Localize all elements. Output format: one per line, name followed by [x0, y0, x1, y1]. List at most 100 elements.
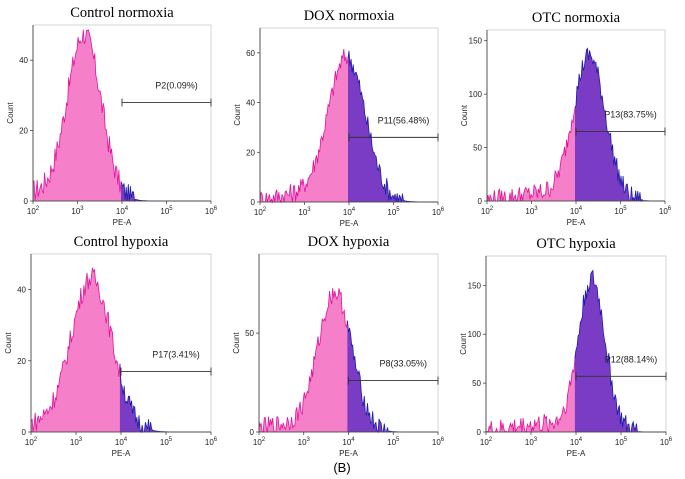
- gate-label: P17(3.41%): [152, 349, 200, 359]
- histogram-area-ungated: [487, 105, 576, 201]
- histogram-outline-ungated: [258, 288, 349, 433]
- figure-label: (B): [333, 460, 350, 475]
- x-tick-label: 102: [253, 437, 266, 447]
- histogram-panel-6: OTC hypoxia 102 103 104 105 106 PE-A 0 50 100 150 C…: [459, 236, 673, 458]
- x-tick-label: 104: [342, 437, 355, 447]
- gate-label: P12(88.14%): [605, 354, 658, 364]
- y-tick-label: 60: [246, 49, 255, 58]
- histogram-area-gated: [121, 181, 211, 201]
- y-tick-label: 100: [468, 330, 482, 339]
- y-tick-label: 150: [468, 281, 482, 290]
- x-tick-label: 105: [160, 206, 173, 216]
- x-tick-label: 106: [432, 437, 445, 447]
- panel-title: OTC normoxia: [532, 10, 621, 26]
- y-axis-label: Count: [232, 332, 241, 354]
- x-axis-label: PE-A: [567, 449, 586, 458]
- x-tick-label: 106: [660, 437, 673, 447]
- x-tick-label: 102: [481, 206, 494, 216]
- x-tick-label: 102: [25, 437, 38, 447]
- histogram-area-gated: [347, 320, 438, 432]
- y-tick-label: 20: [246, 148, 255, 157]
- histogram-area-ungated: [259, 288, 349, 432]
- x-tick-label: 106: [659, 206, 672, 216]
- y-tick-label: 100: [469, 90, 483, 99]
- y-axis-label: Count: [233, 104, 242, 126]
- histogram-outline-ungated: [259, 48, 350, 204]
- y-tick-label: 50: [245, 329, 254, 338]
- x-tick-label: 103: [525, 437, 538, 447]
- y-tick-label: 40: [246, 99, 255, 108]
- y-axis-label: Count: [459, 333, 468, 355]
- histogram-panel-5: DOX hypoxia 102 103 104 105 106 PE-A 0 50 Count P8…: [232, 234, 445, 458]
- x-tick-label: 105: [615, 437, 628, 447]
- x-tick-label: 105: [387, 437, 400, 447]
- y-tick-label: 0: [478, 197, 483, 206]
- x-tick-label: 105: [614, 206, 627, 216]
- x-tick-label: 104: [570, 206, 583, 216]
- y-tick-label: 50: [472, 379, 481, 388]
- histogram-outline-ungated: [485, 349, 577, 433]
- histogram-area-gated: [574, 270, 666, 432]
- x-tick-label: 104: [570, 437, 583, 447]
- panel-title: OTC hypoxia: [536, 236, 616, 252]
- histogram-outline-gated: [120, 181, 211, 203]
- y-tick-label: 0: [477, 428, 482, 437]
- y-axis-label: Count: [460, 104, 469, 126]
- histogram-panel-2: DOX normoxia 102 103 104 105 106 PE-A 0 20 40 60 Co…: [233, 8, 445, 228]
- panel-title: DOX normoxia: [304, 8, 395, 24]
- x-axis-label: PE-A: [339, 449, 358, 458]
- panel-title: DOX hypoxia: [308, 234, 390, 250]
- y-axis-label: Count: [4, 332, 13, 354]
- y-tick-label: 0: [250, 428, 255, 437]
- histogram-area-ungated: [31, 267, 121, 432]
- x-tick-label: 102: [480, 437, 493, 447]
- histogram-area-ungated: [33, 29, 122, 202]
- histogram-panel-1: Control normoxia 102 103 104 105 106 PE-A 0 20 40…: [6, 5, 218, 227]
- y-tick-label: 20: [17, 357, 26, 366]
- y-tick-label: 40: [19, 56, 28, 65]
- gate-label: P13(83.75%): [604, 110, 657, 120]
- histogram-outline-ungated: [32, 29, 123, 201]
- x-tick-label: 103: [71, 206, 84, 216]
- histogram-area-ungated: [260, 49, 349, 202]
- x-tick-label: 102: [27, 206, 40, 216]
- histogram-area-gated: [348, 50, 438, 203]
- gate-label: P11(56.48%): [378, 115, 430, 125]
- histogram-outline-ungated: [30, 267, 122, 433]
- y-tick-label: 20: [19, 127, 28, 136]
- x-tick-label: 105: [160, 437, 173, 447]
- histogram-area-gated: [575, 48, 665, 202]
- x-axis-label: PE-A: [113, 218, 132, 227]
- x-tick-label: 106: [205, 206, 218, 216]
- histogram-panel-3: OTC normoxia 102 103 104 105 106 PE-A 0 50 100 150…: [460, 10, 672, 227]
- y-tick-label: 0: [22, 428, 27, 437]
- x-tick-label: 105: [387, 207, 400, 217]
- y-tick-label: 0: [24, 197, 29, 206]
- x-tick-label: 103: [525, 206, 538, 216]
- gate-label: P8(33.05%): [379, 359, 427, 369]
- histogram-area-gated: [119, 363, 211, 432]
- x-axis-label: PE-A: [340, 219, 359, 228]
- x-tick-label: 104: [115, 437, 128, 447]
- y-axis-label: Count: [6, 102, 15, 124]
- y-tick-label: 50: [473, 144, 482, 153]
- histogram-panel-4: Control hypoxia 102 103 104 105 106 PE-A 0 20 40 C…: [4, 234, 218, 458]
- x-axis-label: PE-A: [112, 449, 131, 458]
- x-tick-label: 103: [298, 437, 311, 447]
- x-tick-label: 104: [116, 206, 129, 216]
- x-tick-label: 102: [254, 207, 267, 217]
- histogram-area-ungated: [486, 349, 576, 432]
- x-tick-label: 104: [343, 207, 356, 217]
- panel-title: Control hypoxia: [74, 234, 169, 250]
- x-tick-label: 103: [70, 437, 83, 447]
- histogram-outline-ungated: [486, 105, 577, 202]
- x-tick-label: 106: [432, 207, 445, 217]
- y-tick-label: 40: [17, 286, 26, 295]
- x-tick-label: 103: [298, 207, 311, 217]
- panel-title: Control normoxia: [70, 5, 174, 21]
- x-axis-label: PE-A: [567, 218, 586, 227]
- gate-label: P2(0.09%): [155, 80, 198, 90]
- x-tick-label: 106: [205, 437, 218, 447]
- y-tick-label: 150: [469, 37, 483, 46]
